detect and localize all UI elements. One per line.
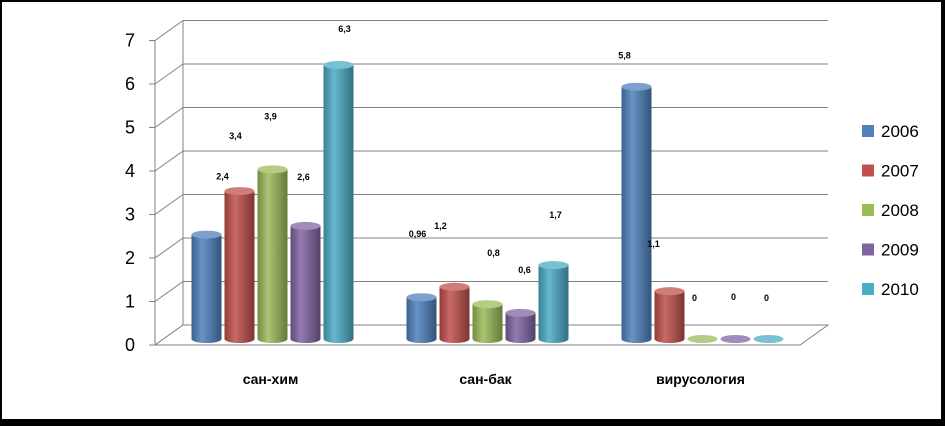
bar-body (472, 304, 503, 343)
legend-item: 2010 (862, 280, 919, 299)
y-tick-label: 1 (125, 292, 135, 312)
y-axis: 0 1 2 3 4 5 6 7 (125, 31, 156, 355)
bar-2007-1 (439, 282, 470, 343)
bar-body (290, 225, 321, 343)
data-label: 3,4 (229, 131, 242, 141)
bar-top (720, 335, 751, 343)
bar-2006-0 (191, 230, 222, 343)
bar-body (257, 169, 288, 343)
legend-label: 2010 (881, 280, 919, 299)
bar-2007-0 (224, 187, 255, 343)
data-label: 2,6 (297, 172, 310, 182)
side-gridline (154, 107, 184, 128)
bar-2006-1 (406, 293, 437, 343)
bar-2008-1 (472, 300, 503, 343)
side-gridline (154, 194, 184, 215)
bar-2006-2 (621, 82, 652, 343)
bar-2010-1 (538, 261, 569, 343)
data-label: 5,8 (618, 51, 631, 61)
bar-body (505, 312, 536, 343)
bar-top (406, 293, 437, 302)
bar-top (505, 308, 536, 317)
data-label: 0,96 (409, 229, 427, 239)
data-labels: 2,4 3,4 3,9 2,6 6,3 0,96 1,2 0,8 0,6 1,7 5,8 1,1 0 0 0 (216, 24, 769, 303)
side-gridline (154, 20, 184, 41)
y-tick-label: 4 (125, 161, 135, 181)
bar-top (257, 165, 288, 174)
bar-top (472, 300, 503, 309)
category-label: вирусология (656, 371, 745, 387)
data-label: 3,9 (264, 111, 277, 121)
data-label: 0 (764, 293, 769, 303)
category-labels: сан-хим сан-бак вирусология (243, 371, 745, 387)
legend-item: 2009 (862, 241, 919, 260)
y-tick-label: 7 (125, 31, 135, 51)
legend-item: 2006 (862, 122, 919, 141)
bar-body (323, 64, 354, 343)
legend-item: 2007 (862, 162, 919, 181)
bars (191, 60, 784, 343)
bar-top (191, 230, 222, 239)
y-tick-label: 0 (125, 335, 135, 355)
legend-swatch (862, 243, 874, 256)
data-label: 0,8 (487, 248, 500, 258)
bar-2008-2 (687, 335, 718, 343)
y-tick-label: 5 (125, 118, 135, 138)
bar-top (654, 287, 685, 296)
y-tick-label: 6 (125, 74, 135, 94)
data-label: 0 (731, 292, 736, 302)
legend-swatch (862, 125, 874, 137)
bar-top (753, 335, 784, 343)
side-gridline (154, 63, 184, 85)
bar-2008-0 (257, 165, 288, 343)
bar-body (439, 286, 470, 343)
legend-label: 2006 (881, 122, 919, 141)
legend-swatch (862, 164, 874, 177)
bar-body (538, 265, 569, 343)
bar-2009-1 (505, 308, 536, 343)
bar-body (406, 297, 437, 343)
bar-body (224, 191, 255, 343)
legend-label: 2007 (881, 162, 919, 181)
data-label: 1,1 (647, 239, 660, 249)
chart-background (2, 2, 941, 419)
bar-body (654, 291, 685, 343)
bar-top (290, 221, 321, 230)
side-gridline (154, 281, 184, 302)
bar-top (439, 282, 470, 291)
category-label: сан-бак (459, 371, 512, 387)
bar-top (687, 335, 718, 343)
y-tick-label: 3 (125, 205, 135, 225)
legend-label: 2009 (881, 241, 919, 260)
bar-2010-0 (323, 60, 354, 343)
side-gridline (154, 237, 184, 259)
side-gridline (154, 150, 184, 172)
legend: 2006 2007 2008 2009 2010 (862, 122, 919, 299)
legend-swatch (862, 283, 874, 295)
bar-top (621, 82, 652, 91)
bar-2009-0 (290, 221, 321, 343)
bar-top (224, 187, 255, 196)
bar-2010-2 (753, 335, 784, 343)
bar-body (621, 86, 652, 343)
legend-label: 2008 (881, 201, 919, 220)
bar-top (538, 261, 569, 270)
data-label: 1,2 (434, 221, 447, 231)
y-tick-label: 2 (125, 248, 135, 268)
bar-2009-2 (720, 335, 751, 343)
data-label: 1,7 (549, 210, 562, 220)
bar-body (191, 234, 222, 343)
data-label: 0 (692, 293, 697, 303)
category-label: сан-хим (243, 371, 299, 387)
bar-top (323, 60, 354, 69)
bar-2007-2 (654, 287, 685, 343)
legend-swatch (862, 204, 874, 216)
data-label: 2,4 (216, 172, 229, 182)
data-label: 6,3 (338, 24, 351, 34)
legend-item: 2008 (862, 201, 919, 220)
data-label: 0,6 (518, 265, 531, 275)
